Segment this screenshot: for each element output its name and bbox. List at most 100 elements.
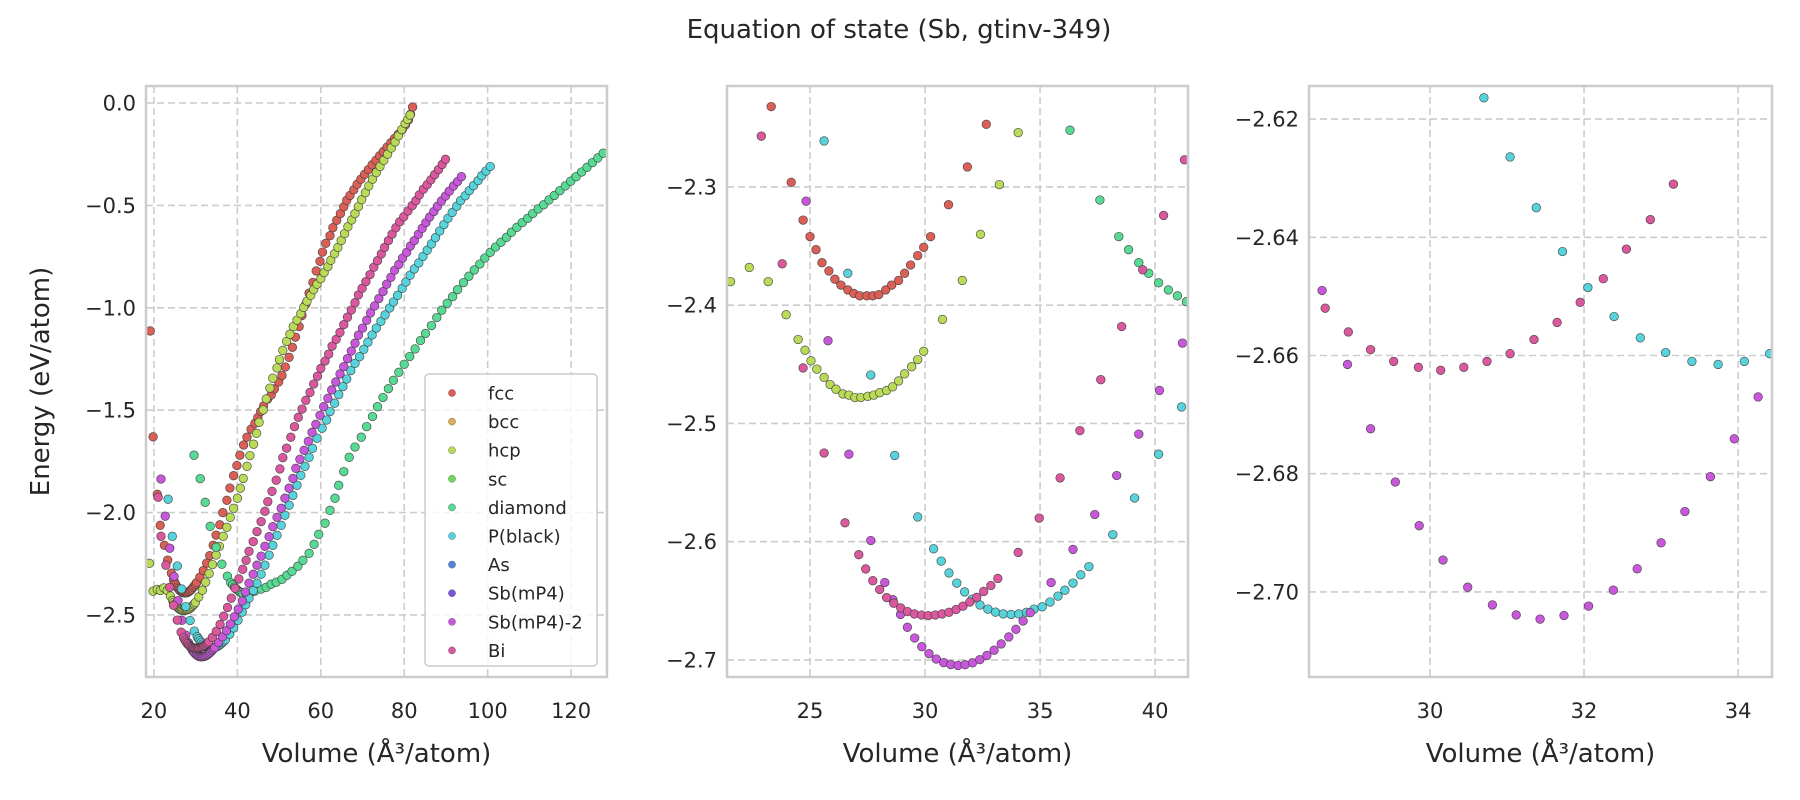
- legend-label: Bi: [488, 641, 505, 662]
- data-point: [1084, 561, 1094, 572]
- data-point: [1632, 564, 1642, 574]
- data-point: [256, 516, 266, 527]
- data-point: [1158, 210, 1169, 221]
- series-Bi: [1320, 179, 1679, 375]
- legend-item: P(black): [448, 527, 561, 548]
- data-point: [321, 238, 331, 248]
- data-point: [291, 463, 301, 473]
- data-point: [305, 387, 315, 398]
- data-point: [805, 231, 815, 242]
- data-point: [327, 341, 337, 351]
- data-point: [937, 314, 948, 325]
- data-point: [464, 271, 474, 281]
- data-point: [392, 290, 403, 300]
- legend-label: Sb(mP4)-2: [488, 612, 583, 633]
- data-point: [344, 452, 354, 462]
- data-point: [919, 242, 929, 252]
- data-point: [1661, 347, 1671, 358]
- data-point: [321, 415, 332, 425]
- subplot-2: 25 30 35 40 −2.3 −2.4 −2.5 −2.6 −2.7 Volume (Å³/a…: [666, 84, 1190, 769]
- legend-item: Sb(mP4): [448, 584, 565, 605]
- legend-item: fcc: [448, 384, 514, 405]
- data-point: [1320, 303, 1330, 313]
- data-point: [263, 497, 273, 507]
- data-point: [383, 384, 394, 394]
- data-point: [1575, 297, 1585, 307]
- data-point: [456, 172, 467, 182]
- legend-marker: [448, 560, 456, 569]
- x-tick-label: 80: [391, 699, 418, 723]
- data-point: [866, 535, 876, 546]
- data-point: [165, 543, 175, 553]
- data-point: [936, 556, 946, 566]
- data-point: [372, 402, 383, 412]
- data-point: [367, 330, 377, 340]
- x-tick-label: 20: [141, 699, 168, 723]
- axes-frame: [1307, 84, 1774, 679]
- data-point: [335, 327, 345, 338]
- data-point: [241, 555, 251, 565]
- data-point: [301, 395, 311, 405]
- data-point: [781, 310, 791, 320]
- data-point: [1108, 529, 1118, 540]
- y-tick-label: −2.6: [666, 530, 717, 554]
- data-point: [350, 298, 360, 308]
- data-point: [1656, 538, 1666, 548]
- data-point: [485, 161, 495, 172]
- data-point: [1559, 610, 1569, 621]
- data-point: [979, 586, 989, 597]
- x-tick-label: 34: [1725, 699, 1752, 723]
- data-point: [1317, 285, 1327, 296]
- y-tick-label: −2.62: [1235, 108, 1299, 132]
- data-point: [264, 532, 274, 542]
- y-tick-label: −2.3: [666, 175, 717, 199]
- data-point: [866, 370, 876, 380]
- data-point: [238, 440, 249, 450]
- x-axis-label: Volume (Å³/atom): [262, 737, 492, 769]
- data-point: [819, 136, 829, 146]
- data-point: [293, 561, 303, 571]
- data-point: [357, 323, 368, 333]
- data-point: [148, 432, 158, 442]
- legend-marker: [448, 474, 456, 483]
- data-point: [1123, 245, 1134, 255]
- data-point: [1053, 591, 1063, 601]
- data-point: [267, 486, 277, 496]
- data-point: [1037, 602, 1047, 612]
- data-point: [272, 512, 282, 522]
- legend-marker: [448, 389, 456, 397]
- data-point: [376, 316, 386, 326]
- data-point: [325, 505, 335, 515]
- x-tick-label: 32: [1571, 699, 1598, 723]
- data-point: [475, 259, 485, 269]
- data-point: [264, 550, 274, 560]
- data-point: [1163, 285, 1174, 295]
- data-point: [339, 319, 349, 330]
- data-point: [924, 648, 934, 659]
- data-point: [153, 492, 163, 502]
- data-point: [229, 612, 240, 622]
- data-point: [311, 266, 321, 276]
- data-point: [197, 585, 208, 595]
- series-hcp: [146, 110, 415, 616]
- data-point: [271, 475, 281, 485]
- data-point: [998, 609, 1008, 619]
- legend-label: hcp: [488, 441, 521, 462]
- data-point: [893, 376, 904, 386]
- data-point: [165, 582, 175, 592]
- data-point: [1413, 362, 1424, 372]
- legend-marker: [448, 532, 456, 540]
- data-point: [359, 344, 369, 354]
- data-point: [1552, 317, 1562, 328]
- data-point: [407, 102, 418, 112]
- data-point: [244, 546, 254, 556]
- x-tick-label: 40: [224, 699, 251, 723]
- data-point: [1177, 338, 1188, 348]
- data-point: [1004, 632, 1014, 642]
- y-tick-label: −2.70: [1235, 580, 1299, 604]
- data-point: [854, 550, 864, 560]
- data-point: [303, 436, 313, 446]
- data-point: [996, 639, 1006, 649]
- data-point: [874, 289, 884, 300]
- data-point: [1114, 231, 1124, 242]
